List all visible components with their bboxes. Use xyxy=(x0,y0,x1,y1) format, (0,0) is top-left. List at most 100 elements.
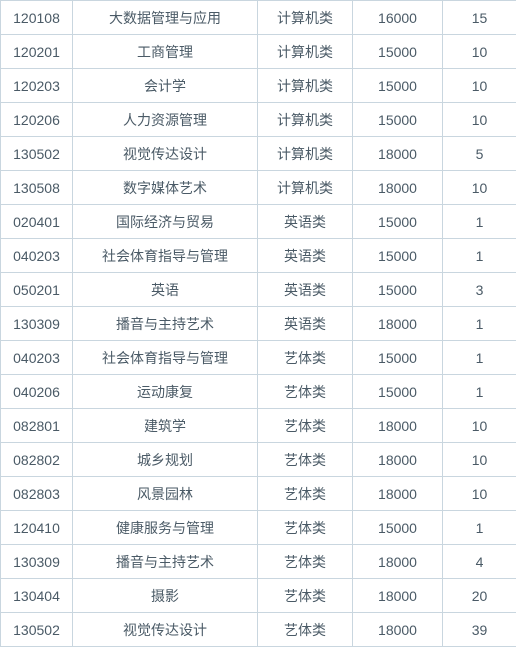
table-cell: 130502 xyxy=(1,137,73,171)
table-cell: 社会体育指导与管理 xyxy=(73,341,258,375)
table-cell: 130309 xyxy=(1,545,73,579)
table-cell: 社会体育指导与管理 xyxy=(73,239,258,273)
table-row: 130309播音与主持艺术英语类180001 xyxy=(1,307,516,341)
table-container: 120108大数据管理与应用计算机类1600015120201工商管理计算机类1… xyxy=(0,0,516,647)
table-cell: 城乡规划 xyxy=(73,443,258,477)
table-cell: 15000 xyxy=(353,341,443,375)
table-cell: 1 xyxy=(443,307,516,341)
table-cell: 艺体类 xyxy=(258,545,353,579)
table-cell: 视觉传达设计 xyxy=(73,137,258,171)
table-cell: 18000 xyxy=(353,443,443,477)
table-cell: 10 xyxy=(443,171,516,205)
table-cell: 人力资源管理 xyxy=(73,103,258,137)
table-cell: 艺体类 xyxy=(258,341,353,375)
table-cell: 艺体类 xyxy=(258,375,353,409)
table-cell: 120206 xyxy=(1,103,73,137)
table-cell: 1 xyxy=(443,239,516,273)
table-cell: 健康服务与管理 xyxy=(73,511,258,545)
table-cell: 计算机类 xyxy=(258,1,353,35)
table-cell: 130309 xyxy=(1,307,73,341)
table-row: 130309播音与主持艺术艺体类180004 xyxy=(1,545,516,579)
table-cell: 082802 xyxy=(1,443,73,477)
table-cell: 10 xyxy=(443,103,516,137)
table-cell: 15000 xyxy=(353,239,443,273)
table-cell: 计算机类 xyxy=(258,103,353,137)
table-row: 130502视觉传达设计艺体类1800039 xyxy=(1,613,516,647)
table-cell: 计算机类 xyxy=(258,69,353,103)
table-cell: 10 xyxy=(443,443,516,477)
table-cell: 15000 xyxy=(353,35,443,69)
table-cell: 计算机类 xyxy=(258,171,353,205)
table-cell: 15 xyxy=(443,1,516,35)
table-cell: 20 xyxy=(443,579,516,613)
table-cell: 10 xyxy=(443,477,516,511)
table-cell: 播音与主持艺术 xyxy=(73,545,258,579)
table-cell: 15000 xyxy=(353,511,443,545)
table-row: 120206人力资源管理计算机类1500010 xyxy=(1,103,516,137)
table-cell: 10 xyxy=(443,409,516,443)
table-cell: 摄影 xyxy=(73,579,258,613)
table-cell: 050201 xyxy=(1,273,73,307)
table-cell: 18000 xyxy=(353,579,443,613)
table-cell: 120410 xyxy=(1,511,73,545)
table-cell: 040203 xyxy=(1,341,73,375)
table-cell: 18000 xyxy=(353,613,443,647)
table-cell: 播音与主持艺术 xyxy=(73,307,258,341)
table-cell: 英语类 xyxy=(258,239,353,273)
table-cell: 120108 xyxy=(1,1,73,35)
table-cell: 1 xyxy=(443,341,516,375)
table-cell: 国际经济与贸易 xyxy=(73,205,258,239)
table-cell: 15000 xyxy=(353,69,443,103)
table-row: 082803风景园林艺体类1800010 xyxy=(1,477,516,511)
table-cell: 18000 xyxy=(353,137,443,171)
table-cell: 18000 xyxy=(353,545,443,579)
table-row: 040203社会体育指导与管理艺体类150001 xyxy=(1,341,516,375)
table-cell: 040206 xyxy=(1,375,73,409)
table-row: 040203社会体育指导与管理英语类150001 xyxy=(1,239,516,273)
table-cell: 艺体类 xyxy=(258,579,353,613)
table-cell: 5 xyxy=(443,137,516,171)
table-row: 120410健康服务与管理艺体类150001 xyxy=(1,511,516,545)
table-row: 120203会计学计算机类1500010 xyxy=(1,69,516,103)
table-cell: 数字媒体艺术 xyxy=(73,171,258,205)
table-cell: 运动康复 xyxy=(73,375,258,409)
table-cell: 15000 xyxy=(353,375,443,409)
table-cell: 130508 xyxy=(1,171,73,205)
table-row: 082801建筑学艺体类1800010 xyxy=(1,409,516,443)
table-cell: 18000 xyxy=(353,171,443,205)
table-cell: 1 xyxy=(443,511,516,545)
table-cell: 艺体类 xyxy=(258,477,353,511)
table-cell: 16000 xyxy=(353,1,443,35)
table-cell: 082803 xyxy=(1,477,73,511)
table-cell: 130502 xyxy=(1,613,73,647)
table-cell: 会计学 xyxy=(73,69,258,103)
table-cell: 10 xyxy=(443,35,516,69)
table-cell: 18000 xyxy=(353,477,443,511)
data-table: 120108大数据管理与应用计算机类1600015120201工商管理计算机类1… xyxy=(0,0,516,647)
table-cell: 082801 xyxy=(1,409,73,443)
table-row: 130502视觉传达设计计算机类180005 xyxy=(1,137,516,171)
table-row: 120201工商管理计算机类1500010 xyxy=(1,35,516,69)
table-cell: 工商管理 xyxy=(73,35,258,69)
table-cell: 040203 xyxy=(1,239,73,273)
table-cell: 120201 xyxy=(1,35,73,69)
table-cell: 建筑学 xyxy=(73,409,258,443)
table-cell: 15000 xyxy=(353,273,443,307)
table-cell: 视觉传达设计 xyxy=(73,613,258,647)
table-row: 020401国际经济与贸易英语类150001 xyxy=(1,205,516,239)
table-cell: 120203 xyxy=(1,69,73,103)
table-cell: 艺体类 xyxy=(258,409,353,443)
table-row: 050201英语英语类150003 xyxy=(1,273,516,307)
table-cell: 4 xyxy=(443,545,516,579)
table-row: 082802城乡规划艺体类1800010 xyxy=(1,443,516,477)
table-cell: 英语类 xyxy=(258,307,353,341)
table-cell: 英语类 xyxy=(258,273,353,307)
table-cell: 大数据管理与应用 xyxy=(73,1,258,35)
table-cell: 英语类 xyxy=(258,205,353,239)
table-cell: 10 xyxy=(443,69,516,103)
table-cell: 130404 xyxy=(1,579,73,613)
table-cell: 英语 xyxy=(73,273,258,307)
table-cell: 18000 xyxy=(353,409,443,443)
table-cell: 3 xyxy=(443,273,516,307)
table-row: 130508数字媒体艺术计算机类1800010 xyxy=(1,171,516,205)
